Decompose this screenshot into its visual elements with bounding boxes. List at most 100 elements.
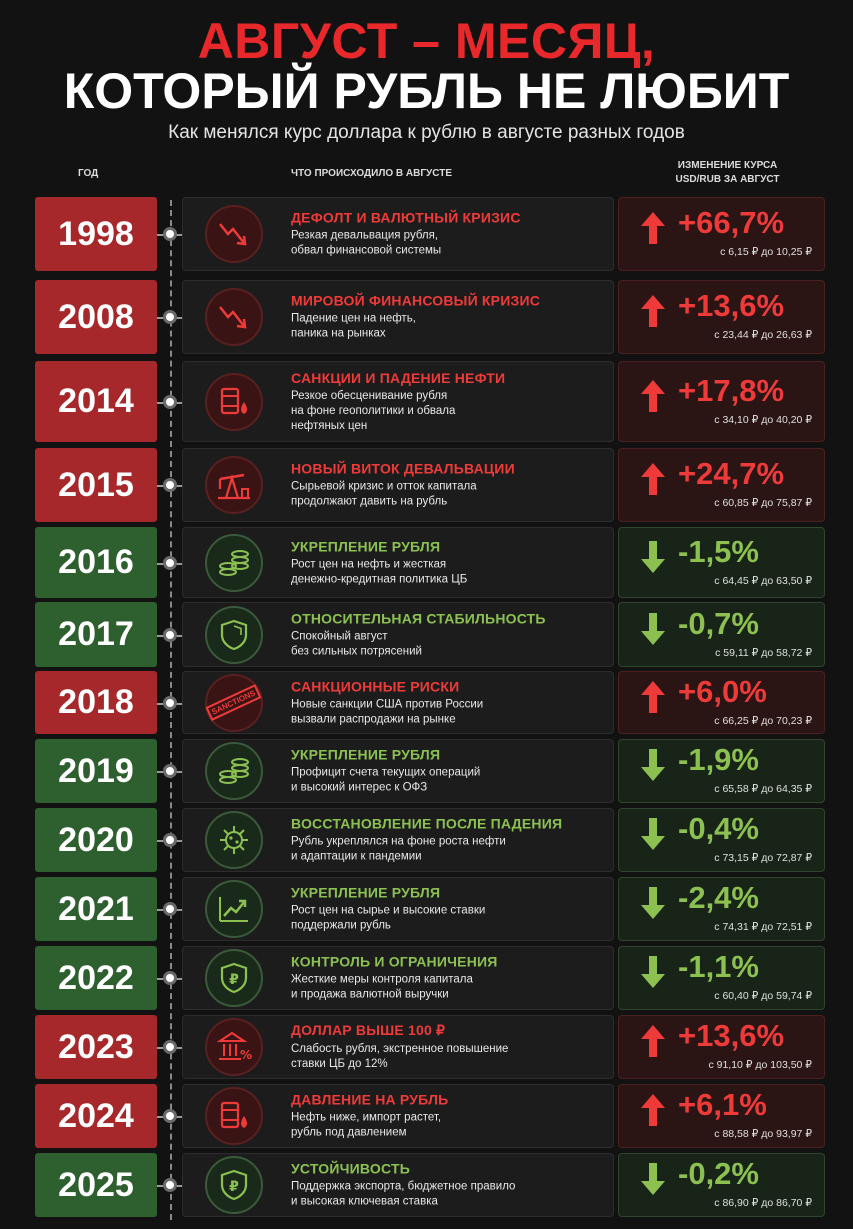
- timeline-dot: [163, 902, 177, 916]
- event-text: ДОЛЛАР ВЫШЕ 100 ₽ Слабость рубля, экстрен…: [291, 1022, 611, 1072]
- event-title: НОВЫЙ ВИТОК ДЕВАЛЬВАЦИИ: [291, 460, 515, 477]
- event-description-line: рубль под давлением: [291, 1126, 407, 1139]
- year-badge: 2023: [35, 1015, 157, 1079]
- rate-range: с 88,58 ₽ до 93,97 ₽: [714, 1128, 812, 1140]
- event-description: Резкая девальвация рубля, обвал финансово…: [291, 229, 611, 259]
- event-text: МИРОВОЙ ФИНАНСОВЫЙ КРИЗИС Падение цен на …: [291, 293, 611, 342]
- year-badge: 2022: [35, 946, 157, 1010]
- year-badge: 2008: [35, 280, 157, 354]
- virus-icon: [205, 811, 263, 869]
- change-percent: -1,5%: [678, 533, 759, 569]
- oil-barrel-icon: [205, 372, 263, 431]
- timeline-dot: [163, 310, 177, 324]
- change-percent: +13,6%: [678, 1018, 785, 1053]
- timeline-row: 2015 НОВЫЙ ВИТОК ДЕВАЛЬВАЦИИ Сырьевой криз…: [0, 448, 853, 522]
- event-title: УКРЕПЛЕНИЕ РУБЛЯ: [291, 538, 441, 554]
- chart-up-icon: [205, 880, 263, 938]
- event-description: Нефть ниже, импорт растет, рубль под давл…: [291, 1111, 611, 1141]
- rate-range: с 64,45 ₽ до 63,50 ₽: [714, 574, 812, 587]
- svg-text:₽: ₽: [229, 1179, 239, 1195]
- event-description-line: вызвали распродажи на рынке: [291, 713, 456, 725]
- timeline-row: 2014 САНКЦИИ И ПАДЕНИЕ НЕФТИ Резкое обесце…: [0, 361, 853, 442]
- change-percent: +66,7%: [678, 205, 785, 240]
- event-title: САНКЦИОННЫЕ РИСКИ: [291, 678, 460, 694]
- event-description: Поддержка экспорта, бюджетное правило и в…: [291, 1180, 611, 1210]
- event-text: ДАВЛЕНИЕ НА РУБЛЬ Нефть ниже, импорт раст…: [291, 1092, 611, 1141]
- event-description: Профицит счета текущих операций и высокий…: [291, 766, 611, 796]
- event-description: Сырьевой кризис и отток капитала продолжа…: [291, 480, 611, 510]
- change-percent: -0,7%: [678, 605, 759, 641]
- rate-range: с 65,58 ₽ до 64,35 ₽: [714, 783, 812, 795]
- event-title: ДАВЛЕНИЕ НА РУБЛЬ: [291, 1091, 449, 1108]
- change-percent: +17,8%: [678, 372, 785, 408]
- arrow-down-icon: [640, 747, 666, 783]
- timeline-row: 2017 ОТНОСИТЕЛЬНАЯ СТАБИЛЬНОСТЬ Спокойный …: [0, 602, 853, 667]
- timeline-dot: [163, 695, 177, 710]
- arrow-up-icon: [640, 1092, 666, 1128]
- year-badge: 2020: [35, 808, 157, 872]
- event-text: КОНТРОЛЬ И ОГРАНИЧЕНИЯ Жесткие меры контр…: [291, 954, 611, 1003]
- arrow-up-icon: [640, 378, 666, 414]
- event-description-line: на фоне геополитики и обвала: [291, 404, 456, 417]
- year-badge: 2017: [35, 602, 157, 667]
- timeline-row: 2024 ДАВЛЕНИЕ НА РУБЛЬ Нефть ниже, импорт …: [0, 1084, 853, 1148]
- timeline-dot: [163, 627, 177, 642]
- year-badge: 2015: [35, 448, 157, 522]
- event-description: Слабость рубля, экстренное повышение став…: [291, 1042, 611, 1072]
- year-badge: 2014: [35, 361, 157, 442]
- event-description-line: и продажа валютной выручки: [291, 988, 449, 1001]
- rate-range: с 91,10 ₽ до 103,50 ₽: [708, 1059, 812, 1071]
- event-title: МИРОВОЙ ФИНАНСОВЫЙ КРИЗИС: [291, 292, 541, 309]
- timeline-row: 2023% ДОЛЛАР ВЫШЕ 100 ₽ Слабость рубля, эк…: [0, 1015, 853, 1079]
- event-description: Падение цен на нефть, паника на рынках: [291, 312, 611, 342]
- event-title: ДОЛЛАР ВЫШЕ 100 ₽: [291, 1022, 446, 1038]
- rate-range: с 86,90 ₽ до 86,70 ₽: [714, 1197, 812, 1209]
- event-text: САНКЦИИ И ПАДЕНИЕ НЕФТИ Резкое обесценива…: [291, 370, 611, 434]
- timeline-dot: [163, 555, 177, 570]
- change-percent: -0,2%: [678, 1156, 759, 1191]
- event-description-line: Рубль укреплялся на фоне роста нефти: [291, 835, 506, 848]
- change-percent: +6,1%: [678, 1087, 767, 1122]
- event-description: Спокойный август без сильных потрясений: [291, 629, 611, 659]
- column-header-change: ИЗМЕНЕНИЕ КУРСА USD/RUB ЗА АВГУСТ: [630, 159, 825, 187]
- rate-range: с 66,25 ₽ до 70,23 ₽: [714, 714, 812, 727]
- oil-pump-icon: [205, 456, 263, 514]
- arrow-up-icon: [640, 461, 666, 497]
- event-description-line: Жесткие меры контроля капитала: [291, 973, 473, 986]
- event-description-line: ставки ЦБ до 12%: [291, 1058, 388, 1070]
- event-description: Рост цен на сырье и высокие ставки поддер…: [291, 904, 611, 934]
- column-header-event: ЧТО ПРОИСХОДИЛО В АВГУСТЕ: [291, 168, 453, 179]
- timeline-row: 2020 ВОССТАНОВЛЕНИЕ ПОСЛЕ ПАДЕНИЯ Рубль ук…: [0, 808, 853, 872]
- column-header-year: ГОД: [78, 168, 99, 179]
- title-line-2: КОТОРЫЙ РУБЛЬ НЕ ЛЮБИТ: [63, 63, 790, 119]
- event-description-line: обвал финансовой системы: [291, 244, 442, 257]
- timeline-dot: [163, 1178, 177, 1192]
- title-line-1: АВГУСТ – МЕСЯЦ,: [197, 13, 656, 69]
- ruble-shield-icon: ₽: [205, 949, 263, 1007]
- subtitle: Как менялся курс доллара к рублю в авгус…: [168, 122, 685, 143]
- year-badge: 2018: [35, 671, 157, 734]
- bank-percent-icon: %: [205, 1018, 263, 1076]
- rate-range: с 74,31 ₽ до 72,51 ₽: [714, 921, 812, 933]
- event-description-line: Рост цен на нефть и жесткая: [291, 558, 447, 570]
- column-header-change-line1: ИЗМЕНЕНИЕ КУРСА: [677, 160, 778, 171]
- event-title: УСТОЙЧИВОСТЬ: [291, 1160, 410, 1177]
- event-description-line: без сильных потрясений: [291, 645, 422, 657]
- timeline-row: 1998 ДЕФОЛТ И ВАЛЮТНЫЙ КРИЗИС Резкая девал…: [0, 197, 853, 271]
- rate-range: с 60,40 ₽ до 59,74 ₽: [714, 990, 812, 1002]
- timeline-dot: [163, 971, 177, 985]
- timeline-row: 2018 SANCTIONS САНКЦИОННЫЕ РИСКИ Новые санк…: [0, 671, 853, 734]
- header: АВГУСТ – МЕСЯЦ, КОТОРЫЙ РУБЛЬ НЕ ЛЮБИТ К…: [0, 0, 853, 200]
- arrow-up-icon: [640, 293, 666, 329]
- event-description: Жесткие меры контроля капитала и продажа …: [291, 973, 611, 1003]
- timeline-row: 2025 ₽ УСТОЙЧИВОСТЬ Поддержка экспорта, бюд…: [0, 1153, 853, 1217]
- timeline-row: 2021 УКРЕПЛЕНИЕ РУБЛЯ Рост цен на сырье и …: [0, 877, 853, 941]
- change-percent: -0,4%: [678, 811, 759, 846]
- event-description-line: Слабость рубля, экстренное повышение: [291, 1043, 509, 1055]
- event-description-line: и высокий интерес к ОФЗ: [291, 781, 428, 794]
- sanctions-stamp-icon: SANCTIONS: [205, 673, 263, 732]
- event-description-line: Новые санкции США против России: [291, 698, 484, 710]
- column-header-change-line2: USD/RUB ЗА АВГУСТ: [675, 174, 780, 185]
- year-badge: 2021: [35, 877, 157, 941]
- rate-range: с 23,44 ₽ до 26,63 ₽: [714, 329, 812, 341]
